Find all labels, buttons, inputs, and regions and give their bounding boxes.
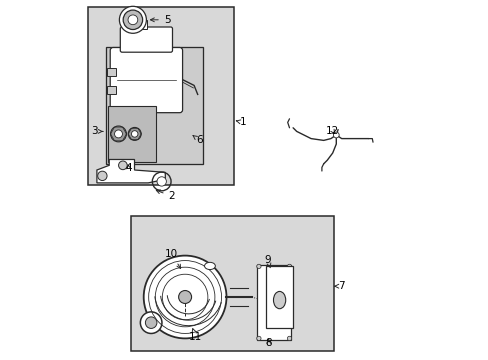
Circle shape — [128, 127, 141, 140]
Text: 11: 11 — [189, 329, 202, 342]
Text: 9: 9 — [264, 255, 271, 268]
Text: 12: 12 — [325, 126, 339, 136]
Circle shape — [333, 132, 339, 138]
Ellipse shape — [266, 293, 281, 315]
Circle shape — [157, 177, 166, 186]
Circle shape — [287, 264, 291, 269]
Circle shape — [131, 131, 138, 137]
Ellipse shape — [273, 292, 285, 309]
FancyBboxPatch shape — [120, 27, 172, 52]
Circle shape — [114, 130, 122, 138]
Circle shape — [140, 312, 162, 333]
Circle shape — [110, 126, 126, 142]
Bar — [133, 20, 147, 29]
Text: 8: 8 — [265, 338, 271, 348]
Circle shape — [118, 161, 127, 170]
Bar — [106, 47, 203, 164]
Bar — [107, 106, 156, 162]
Bar — [106, 86, 115, 94]
Text: 3: 3 — [90, 126, 102, 136]
Circle shape — [178, 291, 191, 303]
Circle shape — [128, 15, 138, 25]
Circle shape — [123, 10, 142, 30]
Text: 7: 7 — [334, 281, 345, 291]
Text: 5: 5 — [150, 15, 170, 25]
Circle shape — [287, 336, 291, 341]
Circle shape — [143, 256, 226, 338]
Bar — [106, 68, 115, 76]
Ellipse shape — [204, 262, 215, 270]
Text: 1: 1 — [236, 117, 245, 127]
Text: 2: 2 — [156, 190, 175, 201]
Text: 6: 6 — [193, 135, 203, 145]
Bar — [131, 216, 334, 351]
Circle shape — [145, 317, 157, 328]
Circle shape — [98, 171, 107, 181]
Bar — [265, 266, 292, 328]
Text: 4: 4 — [125, 163, 132, 173]
Bar — [88, 7, 233, 185]
Text: 10: 10 — [165, 249, 180, 269]
Circle shape — [119, 6, 146, 33]
Circle shape — [256, 264, 261, 269]
Polygon shape — [97, 159, 165, 183]
Circle shape — [256, 336, 261, 341]
FancyBboxPatch shape — [110, 48, 182, 113]
Bar — [257, 265, 291, 340]
